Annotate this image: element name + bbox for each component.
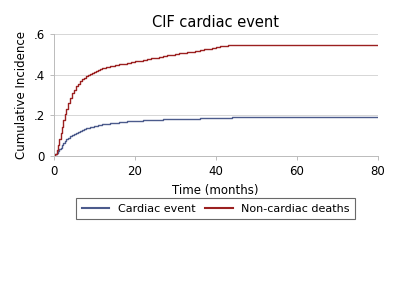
X-axis label: Time (months): Time (months) (172, 184, 259, 197)
Legend: Cardiac event, Non-cardiac deaths: Cardiac event, Non-cardiac deaths (76, 198, 356, 219)
Y-axis label: Cumulative Incidence: Cumulative Incidence (15, 31, 28, 159)
Title: CIF cardiac event: CIF cardiac event (152, 15, 279, 30)
